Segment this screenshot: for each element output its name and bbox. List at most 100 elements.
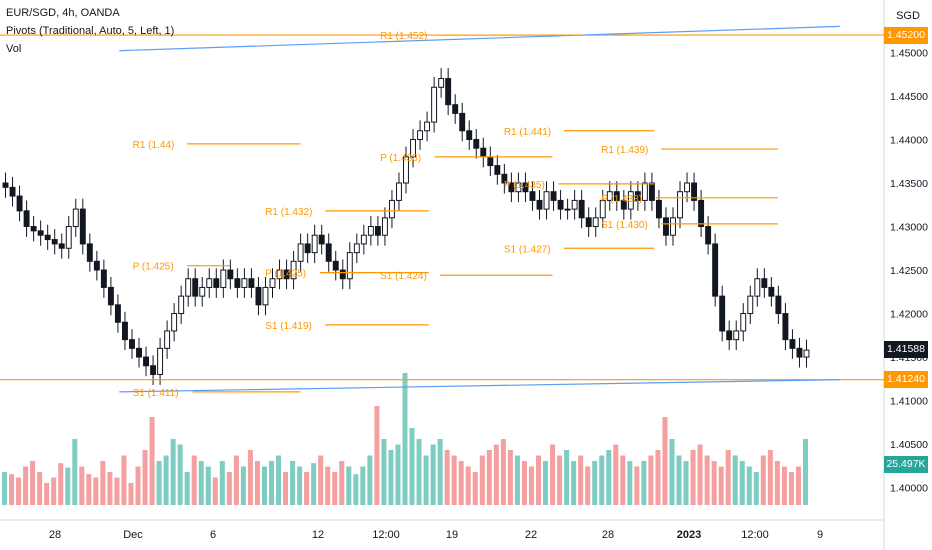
volume-bar (121, 455, 127, 505)
volume-bar (528, 466, 534, 505)
x-tick-label: 28 (602, 529, 614, 541)
candle-body (269, 278, 276, 288)
volume-bar (472, 472, 478, 505)
volume-bar (72, 439, 78, 505)
y-tick-label: 1.43500 (890, 178, 928, 190)
x-tick-label: 6 (210, 529, 216, 541)
candle-body (424, 121, 431, 132)
pivot-level-label: R1 (1.439) (601, 145, 648, 156)
candle-body (100, 269, 107, 288)
candle-body (353, 243, 360, 254)
volume-bar (247, 450, 253, 505)
volume-bar (795, 466, 801, 505)
volume-bar (774, 461, 780, 505)
pivots-indicator-label[interactable]: Pivots (Traditional, Auto, 5, Left, 1) (6, 25, 175, 37)
volume-bar (353, 474, 359, 505)
volume-bar (507, 450, 513, 505)
axis-currency-label: SGD (896, 10, 920, 22)
candle-body (318, 234, 325, 245)
candle-body (114, 304, 121, 323)
candle-body (480, 147, 487, 158)
volume-bar (585, 466, 591, 505)
candle-body (754, 278, 761, 297)
x-tick-label: 12 (312, 529, 324, 541)
candle-body (72, 208, 79, 228)
volume-bar (205, 466, 211, 505)
volume-bar (93, 477, 99, 505)
x-tick-label: 28 (49, 529, 61, 541)
volume-bar (37, 472, 43, 505)
volume-bar (276, 455, 282, 505)
y-tick-label: 1.43000 (890, 222, 928, 234)
candle-body (171, 313, 178, 332)
candle-body (164, 330, 171, 349)
volume-bar (240, 466, 246, 505)
volume-bar (283, 472, 289, 505)
volume-bar (725, 450, 731, 505)
bottom-level-price-badge: 1.41240 (884, 371, 928, 389)
candle-body (136, 347, 142, 358)
candle-body (199, 286, 206, 297)
x-tick-label: 9 (817, 529, 823, 541)
last-price-badge: 1.41588 (884, 340, 928, 358)
volume-bar (781, 466, 787, 505)
candle-body (585, 217, 592, 228)
volume-bar (746, 466, 752, 505)
candle-body (508, 182, 515, 193)
candle-body (2, 182, 9, 188)
y-tick-label: 1.44000 (890, 134, 928, 146)
volume-bar (564, 450, 570, 505)
volume-bar (599, 455, 605, 505)
symbol-label[interactable]: EUR/SGD, 4h, OANDA (6, 7, 120, 19)
volume-bar (451, 455, 457, 505)
top-level-price-badge: 1.45200 (884, 26, 928, 44)
candle-body (121, 321, 128, 341)
candle-body (129, 339, 135, 349)
volume-bar (156, 461, 162, 505)
trendline (119, 379, 840, 393)
candle-body (93, 260, 100, 271)
candle-body (803, 349, 810, 358)
candle-body (747, 295, 754, 315)
volume-bar (704, 455, 710, 505)
volume-bar (65, 467, 71, 505)
volume-bar (641, 461, 647, 505)
volume-bar (311, 463, 317, 505)
volume-bar (479, 455, 485, 505)
candle-body (290, 260, 297, 280)
volume-bar (163, 455, 169, 505)
candle-body (241, 278, 248, 288)
volume-bar (261, 466, 267, 505)
candle-body (641, 182, 648, 201)
candle-body (213, 278, 220, 288)
volume-bar (465, 466, 471, 505)
volume-indicator-label[interactable]: Vol (6, 43, 22, 55)
candle-body (86, 243, 93, 262)
volume-bar (402, 373, 408, 505)
y-tick-label: 1.40000 (890, 483, 928, 495)
candle-body (691, 182, 698, 201)
volume-bar (486, 450, 492, 505)
candle-body (733, 330, 740, 341)
volume-bar (500, 439, 506, 505)
x-tick-label: Dec (123, 529, 143, 541)
candle-body (16, 195, 23, 212)
candle-body (459, 112, 466, 132)
y-tick-label: 1.42000 (890, 309, 928, 321)
candle-body (388, 199, 395, 219)
candle-body (297, 243, 304, 262)
pivot-level-label: P (1.435) (504, 180, 545, 191)
volume-bar (30, 461, 36, 505)
volume-bar (627, 461, 633, 505)
candle-body (445, 78, 452, 106)
volume-bar (662, 417, 668, 505)
volume-bar (367, 455, 373, 505)
volume-bar (135, 466, 141, 505)
volume-bar (718, 466, 724, 505)
candle-body (705, 226, 712, 245)
volume-bar (360, 466, 366, 505)
volume-bar (430, 444, 436, 505)
volume-bar (634, 466, 640, 505)
